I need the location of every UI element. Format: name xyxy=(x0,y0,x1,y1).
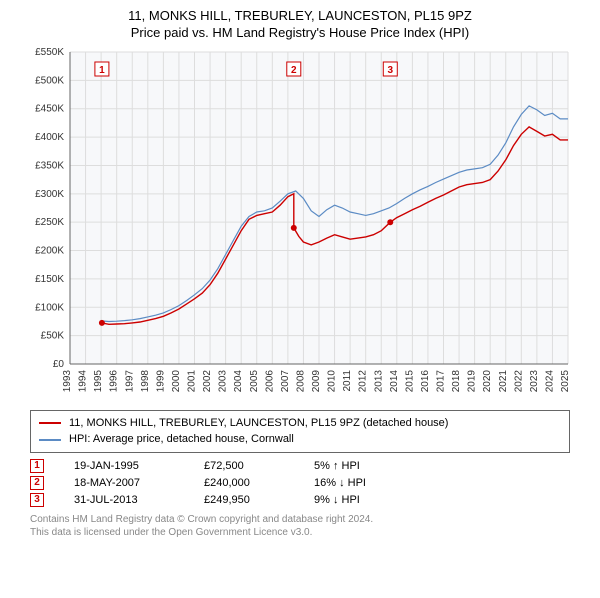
chart-title-line1: 11, MONKS HILL, TREBURLEY, LAUNCESTON, P… xyxy=(0,8,600,25)
svg-text:£450K: £450K xyxy=(35,104,64,115)
svg-text:£300K: £300K xyxy=(35,189,64,200)
svg-text:2019: 2019 xyxy=(467,369,478,392)
svg-text:£550K: £550K xyxy=(35,47,64,58)
svg-text:2013: 2013 xyxy=(373,369,384,392)
sale-date: 19-JAN-1995 xyxy=(74,460,174,472)
svg-text:1999: 1999 xyxy=(155,369,166,392)
svg-text:2002: 2002 xyxy=(202,369,213,392)
svg-text:2023: 2023 xyxy=(529,369,540,392)
svg-text:2022: 2022 xyxy=(513,369,524,392)
svg-text:1998: 1998 xyxy=(140,369,151,392)
sale-marker-label: 1 xyxy=(30,459,44,473)
svg-text:1: 1 xyxy=(99,65,105,76)
sale-dot-3 xyxy=(387,219,393,225)
sale-marker-label: 3 xyxy=(30,493,44,507)
sale-delta: 16% ↓ HPI xyxy=(314,477,434,489)
svg-text:2: 2 xyxy=(291,65,297,76)
svg-text:2009: 2009 xyxy=(311,369,322,392)
legend-box: 11, MONKS HILL, TREBURLEY, LAUNCESTON, P… xyxy=(30,410,570,453)
svg-text:2011: 2011 xyxy=(342,369,353,391)
svg-text:2018: 2018 xyxy=(451,369,462,392)
legend-label: 11, MONKS HILL, TREBURLEY, LAUNCESTON, P… xyxy=(69,415,448,432)
svg-text:2010: 2010 xyxy=(327,369,338,392)
sale-dot-1 xyxy=(99,320,105,326)
svg-text:2008: 2008 xyxy=(295,369,306,392)
sale-row-1: 1 19-JAN-1995 £72,500 5% ↑ HPI xyxy=(30,459,570,473)
legend-swatch xyxy=(39,422,61,424)
svg-text:2001: 2001 xyxy=(187,369,198,392)
svg-text:£400K: £400K xyxy=(35,132,64,143)
svg-text:£200K: £200K xyxy=(35,245,64,256)
svg-text:2007: 2007 xyxy=(280,369,291,392)
footer-attribution: Contains HM Land Registry data © Crown c… xyxy=(30,513,570,539)
sale-price: £249,950 xyxy=(204,494,284,506)
sale-row-2: 2 18-MAY-2007 £240,000 16% ↓ HPI xyxy=(30,476,570,490)
svg-text:2004: 2004 xyxy=(233,369,244,392)
sale-dot-2 xyxy=(291,225,297,231)
svg-text:£150K: £150K xyxy=(35,274,64,285)
sale-date: 31-JUL-2013 xyxy=(74,494,174,506)
svg-text:2014: 2014 xyxy=(389,369,400,392)
svg-text:2000: 2000 xyxy=(171,369,182,392)
chart-container: 11, MONKS HILL, TREBURLEY, LAUNCESTON, P… xyxy=(0,8,600,598)
sale-price: £240,000 xyxy=(204,477,284,489)
svg-text:1994: 1994 xyxy=(78,369,89,392)
svg-text:2006: 2006 xyxy=(264,369,275,392)
svg-text:1997: 1997 xyxy=(124,369,135,392)
svg-text:£50K: £50K xyxy=(41,331,65,342)
footer-line2: This data is licensed under the Open Gov… xyxy=(30,526,570,539)
svg-text:1993: 1993 xyxy=(62,369,73,392)
svg-text:£250K: £250K xyxy=(35,217,64,228)
chart-plot: £0 £50K £100K £150K £200K £250K £300K £350K £400… xyxy=(20,44,580,404)
footer-line1: Contains HM Land Registry data © Crown c… xyxy=(30,513,570,526)
legend-item-1: HPI: Average price, detached house, Corn… xyxy=(39,431,561,448)
svg-text:£500K: £500K xyxy=(35,75,64,86)
svg-text:2015: 2015 xyxy=(404,369,415,392)
svg-text:2005: 2005 xyxy=(249,369,260,392)
legend-swatch xyxy=(39,439,61,441)
svg-text:2020: 2020 xyxy=(482,369,493,392)
svg-text:£100K: £100K xyxy=(35,302,64,313)
svg-text:2021: 2021 xyxy=(498,369,509,392)
svg-text:2017: 2017 xyxy=(436,369,447,392)
sale-row-3: 3 31-JUL-2013 £249,950 9% ↓ HPI xyxy=(30,493,570,507)
svg-text:2012: 2012 xyxy=(358,369,369,392)
svg-text:1995: 1995 xyxy=(93,369,104,392)
svg-text:3: 3 xyxy=(387,65,393,76)
sale-date: 18-MAY-2007 xyxy=(74,477,174,489)
svg-text:2003: 2003 xyxy=(218,369,229,392)
sale-delta: 5% ↑ HPI xyxy=(314,460,434,472)
svg-text:£0: £0 xyxy=(53,359,65,370)
legend-label: HPI: Average price, detached house, Corn… xyxy=(69,431,294,448)
sale-price: £72,500 xyxy=(204,460,284,472)
legend-item-0: 11, MONKS HILL, TREBURLEY, LAUNCESTON, P… xyxy=(39,415,561,432)
svg-text:2024: 2024 xyxy=(544,369,555,392)
chart-title-line2: Price paid vs. HM Land Registry's House … xyxy=(0,25,600,40)
svg-text:1996: 1996 xyxy=(109,369,120,392)
svg-text:2016: 2016 xyxy=(420,369,431,392)
sale-delta: 9% ↓ HPI xyxy=(314,494,434,506)
chart-svg: £0 £50K £100K £150K £200K £250K £300K £350K £400… xyxy=(20,44,580,404)
sale-marker-label: 2 xyxy=(30,476,44,490)
sales-table: 1 19-JAN-1995 £72,500 5% ↑ HPI 2 18-MAY-2007 £… xyxy=(30,459,570,507)
svg-text:£350K: £350K xyxy=(35,160,64,171)
svg-text:2025: 2025 xyxy=(560,369,571,392)
